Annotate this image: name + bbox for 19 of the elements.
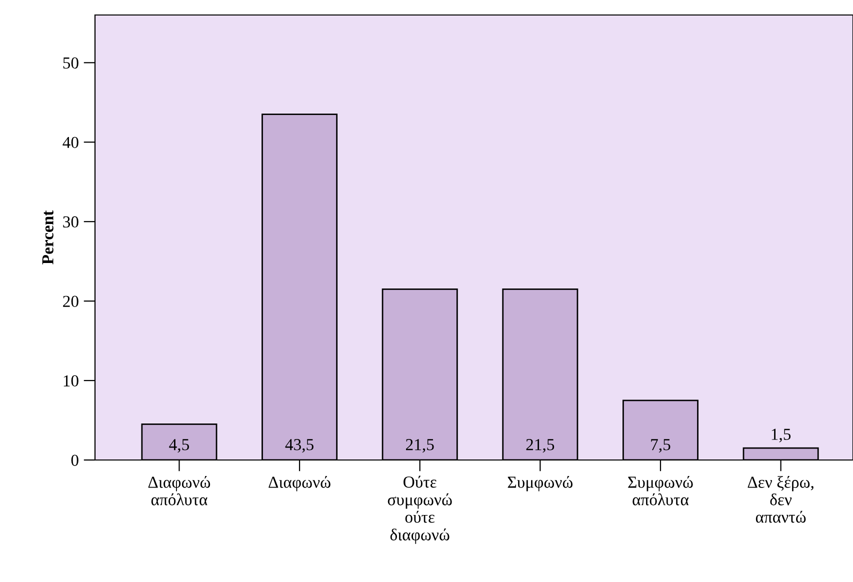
x-tick-label: Διαφωνώ απόλυτα: [148, 476, 210, 506]
y-tick-label: 20: [63, 296, 78, 308]
x-tick-label: Διαφωνώ: [268, 476, 330, 492]
x-tick-label: Συμφωνώ απόλυτα: [628, 476, 693, 506]
data-label: 21,5: [406, 439, 434, 453]
data-label: 1,5: [772, 428, 791, 442]
y-axis-title: Percent: [42, 210, 54, 264]
x-tick-label: Δεν ξέρω, δεν απαντώ: [748, 476, 814, 523]
data-label: 7,5: [651, 439, 670, 453]
data-label: 21,5: [526, 439, 554, 453]
x-tick-label: Συμφωνώ: [508, 476, 573, 492]
y-tick-label: 10: [64, 375, 78, 386]
data-label: 4,5: [169, 439, 189, 453]
x-tick-label: Ούτε συμφωνώ ούτε διαφωνώ: [388, 476, 452, 544]
y-tick-label: 0: [71, 454, 78, 466]
y-tick-label: 50: [63, 57, 78, 69]
data-label: 43,5: [285, 439, 314, 453]
y-tick-label: 40: [62, 136, 78, 148]
y-tick-label: 30: [63, 216, 78, 228]
